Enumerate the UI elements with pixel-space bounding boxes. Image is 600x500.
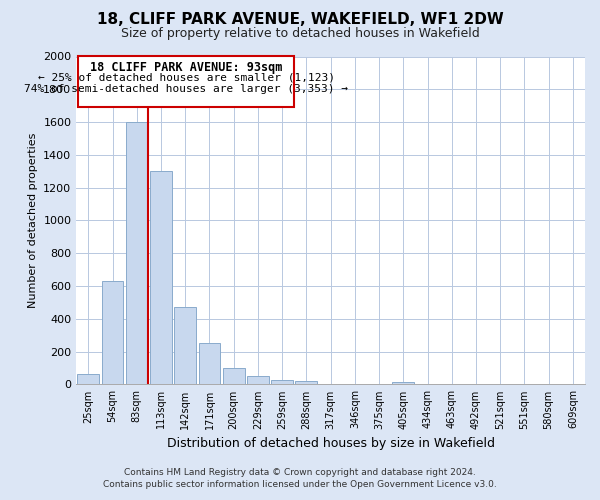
FancyBboxPatch shape xyxy=(78,56,294,106)
Bar xyxy=(150,172,172,384)
Bar xyxy=(247,376,269,384)
Text: 18 CLIFF PARK AVENUE: 93sqm: 18 CLIFF PARK AVENUE: 93sqm xyxy=(90,62,283,74)
Bar xyxy=(199,344,220,384)
Bar xyxy=(77,374,99,384)
X-axis label: Distribution of detached houses by size in Wakefield: Distribution of detached houses by size … xyxy=(167,437,494,450)
Text: 18, CLIFF PARK AVENUE, WAKEFIELD, WF1 2DW: 18, CLIFF PARK AVENUE, WAKEFIELD, WF1 2D… xyxy=(97,12,503,28)
Bar xyxy=(392,382,414,384)
Bar xyxy=(101,281,124,384)
Y-axis label: Number of detached properties: Number of detached properties xyxy=(28,133,38,308)
Bar xyxy=(175,308,196,384)
Text: ← 25% of detached houses are smaller (1,123): ← 25% of detached houses are smaller (1,… xyxy=(38,73,335,83)
Text: Contains HM Land Registry data © Crown copyright and database right 2024.
Contai: Contains HM Land Registry data © Crown c… xyxy=(103,468,497,489)
Text: 74% of semi-detached houses are larger (3,353) →: 74% of semi-detached houses are larger (… xyxy=(25,84,349,94)
Bar xyxy=(223,368,245,384)
Bar xyxy=(126,122,148,384)
Bar xyxy=(295,381,317,384)
Text: Size of property relative to detached houses in Wakefield: Size of property relative to detached ho… xyxy=(121,28,479,40)
Bar xyxy=(271,380,293,384)
